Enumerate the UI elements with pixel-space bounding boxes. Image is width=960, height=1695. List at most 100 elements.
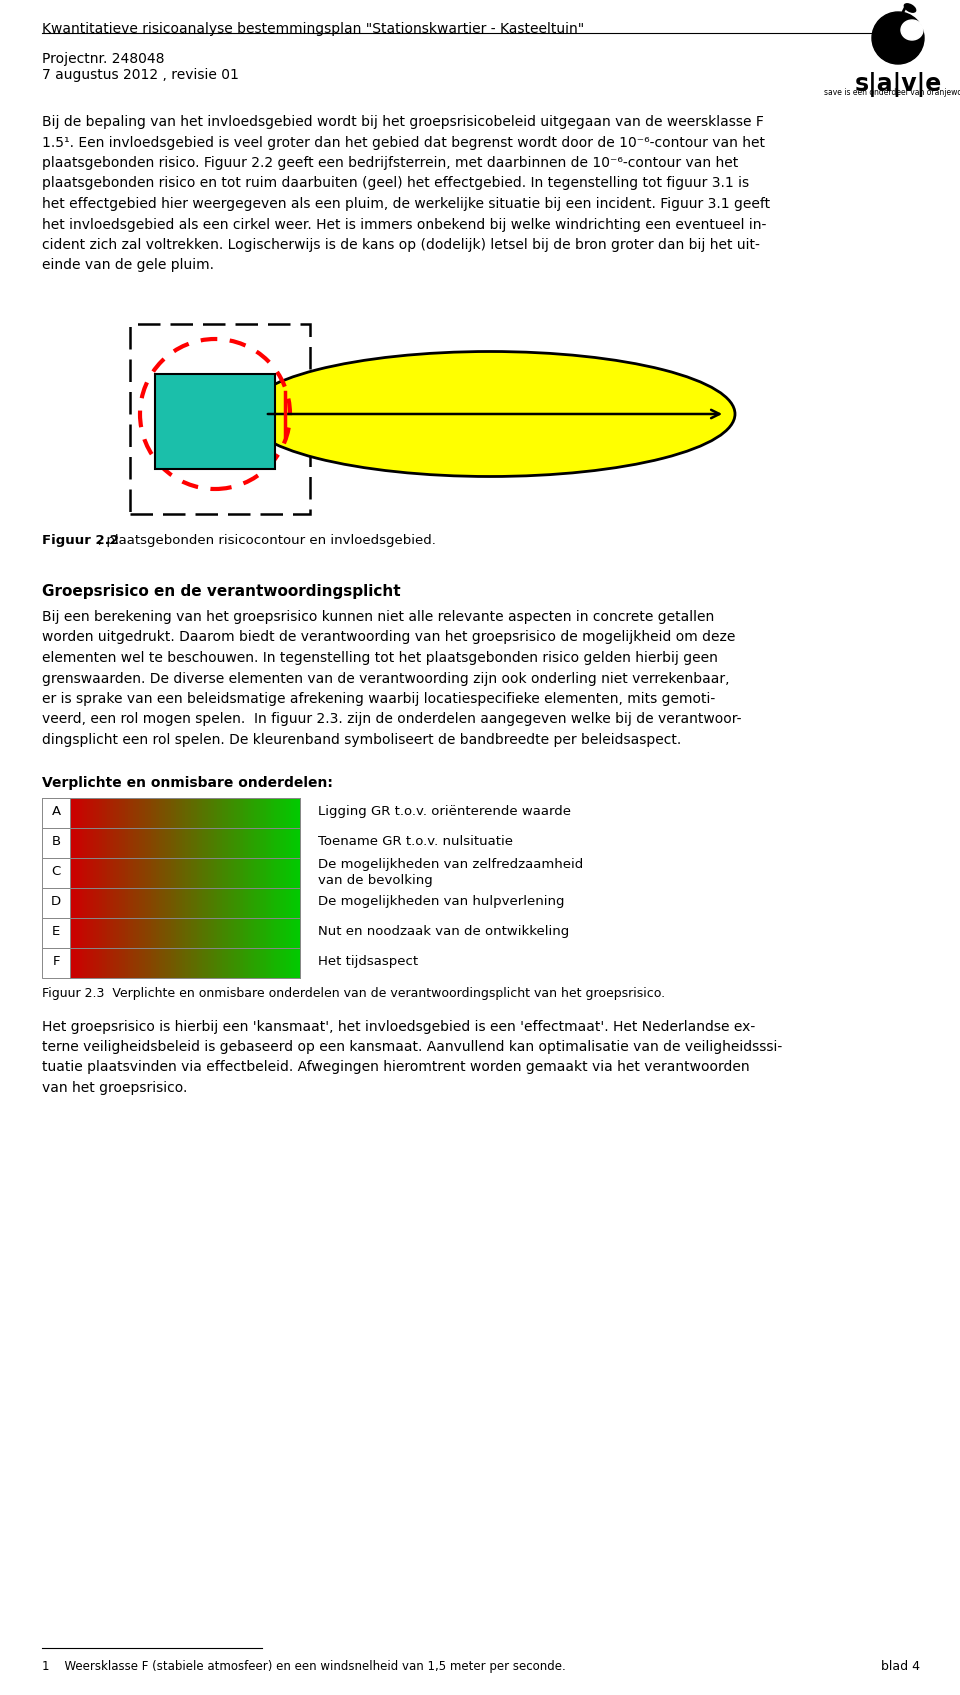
Bar — [145, 858, 149, 888]
Bar — [165, 827, 169, 858]
Bar — [113, 858, 117, 888]
Bar — [151, 798, 155, 827]
Bar — [203, 948, 206, 978]
Bar — [128, 948, 132, 978]
Text: Toename GR t.o.v. nulsituatie: Toename GR t.o.v. nulsituatie — [318, 836, 513, 848]
Bar — [220, 888, 224, 917]
Bar — [295, 948, 299, 978]
Text: F: F — [52, 954, 60, 968]
Bar — [133, 858, 137, 888]
Bar — [42, 888, 300, 917]
Bar — [128, 798, 132, 827]
Text: s|a|v|e: s|a|v|e — [854, 71, 942, 97]
Text: blad 4: blad 4 — [881, 1659, 920, 1673]
Bar — [286, 948, 290, 978]
Bar — [260, 858, 264, 888]
Bar — [283, 948, 287, 978]
Bar — [260, 917, 264, 948]
Bar — [96, 858, 100, 888]
Bar — [154, 948, 157, 978]
Bar — [177, 888, 180, 917]
Bar — [263, 888, 267, 917]
Bar — [275, 917, 278, 948]
Bar — [298, 827, 301, 858]
Bar — [116, 858, 120, 888]
Bar — [142, 827, 146, 858]
Bar — [277, 917, 281, 948]
Bar — [171, 798, 175, 827]
Bar — [208, 798, 212, 827]
Bar — [162, 798, 166, 827]
Bar — [96, 798, 100, 827]
Bar — [165, 798, 169, 827]
Bar — [272, 858, 276, 888]
Bar — [133, 917, 137, 948]
Bar — [226, 917, 229, 948]
Bar — [234, 917, 238, 948]
Bar — [269, 948, 273, 978]
Bar — [171, 827, 175, 858]
Text: 7 augustus 2012 , revisie 01: 7 augustus 2012 , revisie 01 — [42, 68, 239, 81]
Bar — [203, 827, 206, 858]
Bar — [295, 888, 299, 917]
Bar — [263, 858, 267, 888]
Bar — [159, 948, 163, 978]
Bar — [90, 858, 94, 888]
Bar — [148, 917, 152, 948]
Bar — [214, 827, 218, 858]
Bar — [87, 858, 91, 888]
Bar — [292, 888, 296, 917]
Bar — [110, 917, 114, 948]
Bar — [214, 917, 218, 948]
Bar — [243, 827, 247, 858]
Bar — [136, 948, 140, 978]
Text: Het tijdsaspect: Het tijdsaspect — [318, 954, 419, 968]
Bar — [156, 948, 160, 978]
Bar — [263, 827, 267, 858]
Bar — [162, 858, 166, 888]
Ellipse shape — [903, 3, 917, 14]
Bar — [252, 917, 255, 948]
Text: Figuur 2.3  Verplichte en onmisbare onderdelen van de verantwoordingsplicht van : Figuur 2.3 Verplichte en onmisbare onder… — [42, 988, 665, 1000]
Text: De mogelijkheden van zelfredzaamheid: De mogelijkheden van zelfredzaamheid — [318, 858, 584, 871]
Bar — [42, 948, 300, 978]
Text: save is een onderdeel van oranjewoud: save is een onderdeel van oranjewoud — [824, 88, 960, 97]
Bar — [185, 858, 189, 888]
Bar — [263, 798, 267, 827]
Bar — [133, 827, 137, 858]
Bar — [116, 948, 120, 978]
Bar — [159, 917, 163, 948]
Bar — [243, 888, 247, 917]
Bar — [280, 917, 284, 948]
Bar — [148, 858, 152, 888]
Bar — [113, 917, 117, 948]
Bar — [223, 798, 227, 827]
Bar — [260, 948, 264, 978]
Bar — [110, 888, 114, 917]
Bar — [197, 888, 201, 917]
Bar — [249, 858, 252, 888]
Bar — [151, 917, 155, 948]
Bar — [231, 858, 235, 888]
Bar — [108, 827, 111, 858]
Text: veerd, een rol mogen spelen.  In figuur 2.3. zijn de onderdelen aangegeven welke: veerd, een rol mogen spelen. In figuur 2… — [42, 712, 741, 727]
Bar — [168, 917, 172, 948]
Bar — [249, 798, 252, 827]
Bar — [154, 798, 157, 827]
Bar — [70, 888, 74, 917]
Bar — [263, 917, 267, 948]
Bar — [220, 798, 224, 827]
Bar — [240, 827, 244, 858]
Bar — [223, 888, 227, 917]
Bar — [295, 858, 299, 888]
Bar — [151, 827, 155, 858]
Bar — [139, 948, 143, 978]
Bar — [298, 798, 301, 827]
Bar — [139, 858, 143, 888]
Bar — [84, 888, 88, 917]
Bar — [211, 917, 215, 948]
Bar — [214, 798, 218, 827]
Bar — [191, 798, 195, 827]
Bar — [142, 798, 146, 827]
Bar — [237, 827, 241, 858]
